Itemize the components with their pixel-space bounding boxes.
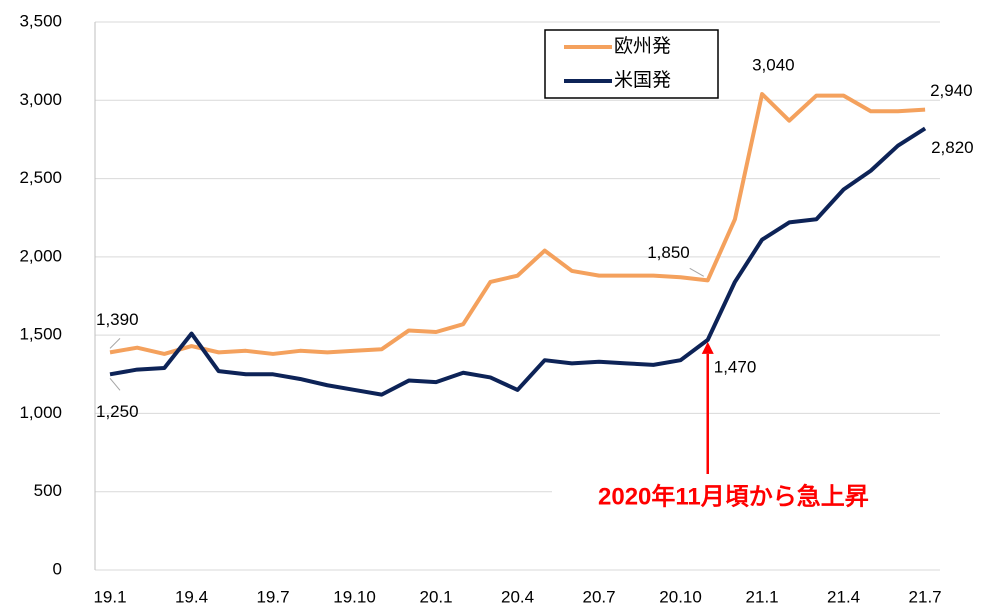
leader-line: [109, 377, 121, 391]
data-label: 2,940: [930, 81, 973, 100]
legend-label: 米国発: [614, 69, 671, 91]
y-tick-label: 3,500: [19, 11, 62, 30]
x-tick-label: 20.10: [659, 587, 702, 606]
x-tick-label: 19.10: [333, 587, 376, 606]
data-label: 3,040: [752, 56, 795, 75]
annotation: 2020年11月頃から急上昇: [598, 482, 869, 510]
x-tick-label: 20.4: [501, 587, 534, 606]
y-tick-label: 3,000: [19, 90, 62, 109]
series-line: [109, 92, 926, 356]
annotation-bg: [552, 478, 952, 522]
x-tick-label: 20.1: [419, 587, 452, 606]
data-label: 1,470: [714, 357, 757, 376]
y-tick-label: 1,000: [19, 403, 62, 422]
data-label: 1,850: [647, 243, 690, 262]
leader-line: [689, 267, 704, 277]
series-line: [109, 126, 927, 397]
grid: [95, 21, 940, 571]
x-tick-label: 20.7: [583, 587, 616, 606]
y-tick-label: 2,500: [19, 168, 62, 187]
plot: [109, 92, 927, 397]
y-tick-label: 2,000: [19, 246, 62, 265]
annotation-arrowhead: [701, 341, 714, 354]
y-tick-label: 500: [34, 481, 62, 500]
x-tick-label: 19.1: [93, 587, 126, 606]
data-label: 1,390: [96, 310, 139, 329]
legend-label: 欧州発: [614, 35, 671, 57]
data-label: 1,250: [96, 402, 139, 421]
x-tick-label: 19.7: [256, 587, 289, 606]
legend-box: [544, 29, 719, 99]
x-tick-label: 21.1: [746, 587, 779, 606]
data-label: 2,820: [931, 138, 974, 157]
y-tick-label: 1,500: [19, 325, 62, 344]
x-tick-label: 19.4: [175, 587, 208, 606]
x-tick-label: 21.7: [909, 587, 942, 606]
leader-line: [109, 338, 121, 349]
y-tick-label: 0: [53, 559, 62, 578]
x-tick-label: 21.4: [827, 587, 860, 606]
